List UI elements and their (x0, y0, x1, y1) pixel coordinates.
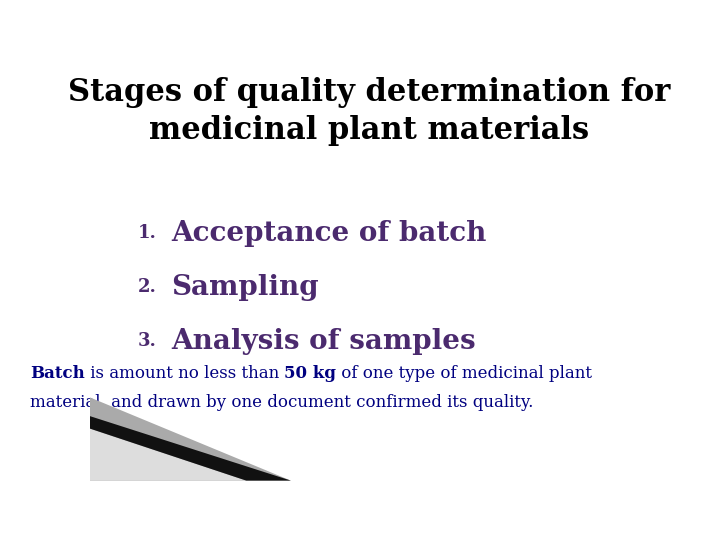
Text: 3.: 3. (138, 332, 157, 350)
Text: 50 kg: 50 kg (284, 364, 336, 381)
Polygon shape (90, 416, 291, 481)
Text: 2.: 2. (138, 278, 157, 296)
Text: is amount no less than: is amount no less than (85, 364, 284, 381)
Polygon shape (90, 429, 246, 481)
Text: Stages of quality determination for
medicinal plant materials: Stages of quality determination for medi… (68, 77, 670, 146)
Text: of one type of medicinal plant: of one type of medicinal plant (336, 364, 593, 381)
Text: Acceptance of batch: Acceptance of batch (171, 220, 486, 247)
Polygon shape (90, 397, 291, 481)
Text: 1.: 1. (138, 224, 157, 242)
Text: material, and drawn by one document confirmed its quality.: material, and drawn by one document conf… (30, 394, 534, 411)
Text: Analysis of samples: Analysis of samples (171, 328, 475, 355)
Text: Sampling: Sampling (171, 274, 318, 301)
Text: Batch: Batch (30, 364, 85, 381)
